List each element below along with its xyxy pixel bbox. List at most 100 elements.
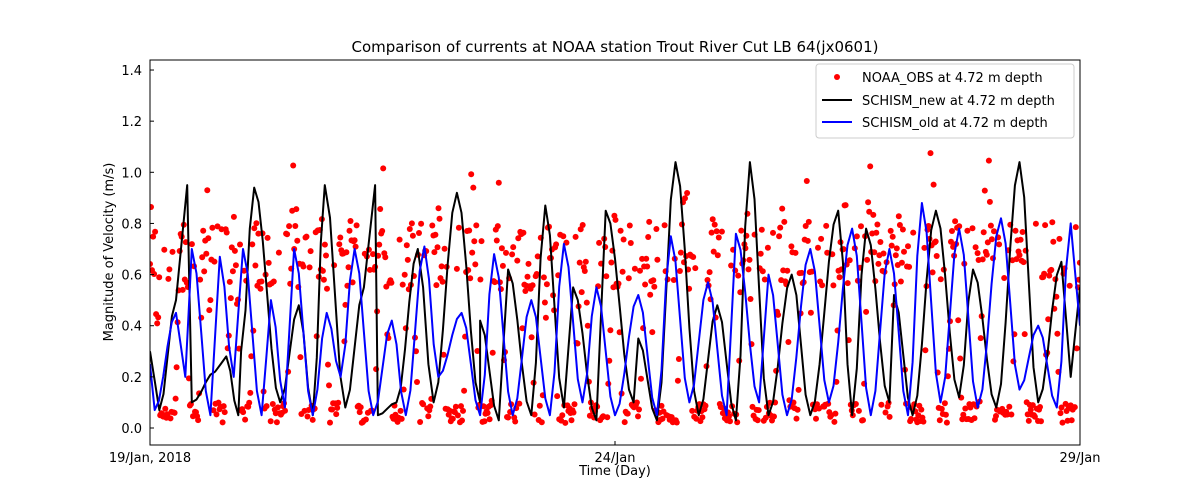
- obs-point: [874, 221, 881, 228]
- x-axis-label: Time (Day): [578, 464, 651, 479]
- obs-point: [401, 271, 408, 278]
- obs-point: [165, 275, 172, 282]
- obs-point: [1038, 418, 1044, 425]
- y-tick-label: 1.2: [121, 115, 142, 130]
- obs-point: [290, 162, 297, 169]
- obs-point: [631, 265, 638, 272]
- obs-point: [878, 401, 885, 408]
- obs-point: [706, 269, 713, 276]
- obs-point: [986, 198, 993, 205]
- obs-point: [454, 412, 461, 419]
- obs-point: [152, 228, 159, 235]
- obs-point: [420, 401, 427, 408]
- obs-point: [171, 409, 178, 416]
- obs-point: [503, 249, 509, 256]
- obs-point: [792, 249, 799, 256]
- obs-point: [893, 245, 900, 252]
- obs-point: [528, 334, 535, 341]
- obs-point: [204, 187, 211, 194]
- obs-point: [746, 256, 753, 263]
- obs-point: [336, 241, 343, 248]
- obs-point: [983, 251, 990, 258]
- obs-point: [356, 409, 363, 416]
- obs-point: [319, 267, 326, 274]
- obs-point: [242, 416, 249, 423]
- y-tick-label: 0.6: [121, 269, 142, 284]
- obs-point: [232, 262, 239, 269]
- obs-point: [179, 286, 186, 293]
- obs-point: [1054, 330, 1061, 337]
- obs-point: [704, 277, 711, 283]
- obs-point: [252, 262, 259, 269]
- obs-point: [1056, 235, 1063, 242]
- obs-point: [453, 265, 460, 272]
- obs-point: [213, 411, 220, 418]
- obs-point: [515, 235, 522, 242]
- obs-point: [333, 411, 340, 418]
- obs-point: [162, 405, 169, 412]
- obs-point: [788, 243, 795, 250]
- obs-point: [351, 237, 358, 244]
- obs-point: [531, 411, 538, 418]
- obs-point: [985, 157, 992, 164]
- obs-point: [416, 230, 422, 236]
- legend-obs-label: NOAA_OBS at 4.72 m depth: [862, 71, 1043, 86]
- obs-point: [404, 256, 411, 263]
- obs-point: [905, 243, 911, 250]
- obs-point: [154, 320, 161, 327]
- obs-point: [886, 413, 893, 420]
- obs-point: [253, 220, 260, 227]
- y-tick-label: 1.0: [121, 166, 142, 181]
- obs-point: [240, 409, 247, 416]
- obs-point: [267, 418, 274, 425]
- obs-point: [846, 257, 853, 264]
- obs-point: [303, 233, 310, 240]
- obs-point: [852, 401, 859, 407]
- obs-point: [794, 406, 801, 413]
- obs-point: [458, 403, 464, 410]
- obs-point: [370, 251, 376, 258]
- obs-point: [524, 273, 531, 280]
- obs-point: [643, 255, 650, 262]
- obs-point: [306, 264, 313, 271]
- obs-point: [888, 242, 895, 249]
- obs-point: [922, 347, 929, 354]
- obs-point: [944, 373, 951, 380]
- obs-point: [673, 419, 680, 426]
- obs-point: [749, 403, 756, 410]
- obs-point: [1058, 404, 1065, 411]
- obs-point: [538, 419, 545, 426]
- obs-point: [650, 277, 657, 284]
- obs-point: [568, 417, 575, 424]
- obs-point: [608, 259, 615, 266]
- obs-point: [227, 295, 234, 302]
- obs-point: [977, 335, 984, 342]
- obs-point: [795, 386, 802, 393]
- obs-point: [624, 410, 631, 417]
- legend-new-label: SCHISM_new at 4.72 m depth: [862, 94, 1055, 109]
- chart-title: Comparison of currents at NOAA station T…: [351, 38, 878, 56]
- schism-new-line: [150, 161, 1080, 422]
- obs-point: [711, 221, 718, 228]
- obs-point: [398, 415, 405, 422]
- obs-point: [505, 414, 512, 421]
- obs-point: [690, 254, 697, 260]
- obs-point: [1012, 227, 1019, 234]
- obs-point: [220, 403, 227, 410]
- obs-point: [543, 281, 550, 288]
- obs-point: [533, 271, 540, 277]
- obs-point: [728, 262, 735, 269]
- x-tick-label: 24/Jan: [595, 451, 636, 466]
- obs-point: [325, 361, 331, 368]
- obs-point: [323, 252, 329, 259]
- obs-point: [396, 236, 403, 243]
- obs-point: [654, 256, 661, 263]
- obs-point: [844, 280, 851, 287]
- obs-point: [993, 413, 999, 419]
- obs-point: [996, 241, 1003, 248]
- obs-point: [877, 239, 884, 245]
- obs-point: [956, 223, 963, 230]
- obs-point: [334, 404, 341, 411]
- obs-point: [536, 402, 543, 409]
